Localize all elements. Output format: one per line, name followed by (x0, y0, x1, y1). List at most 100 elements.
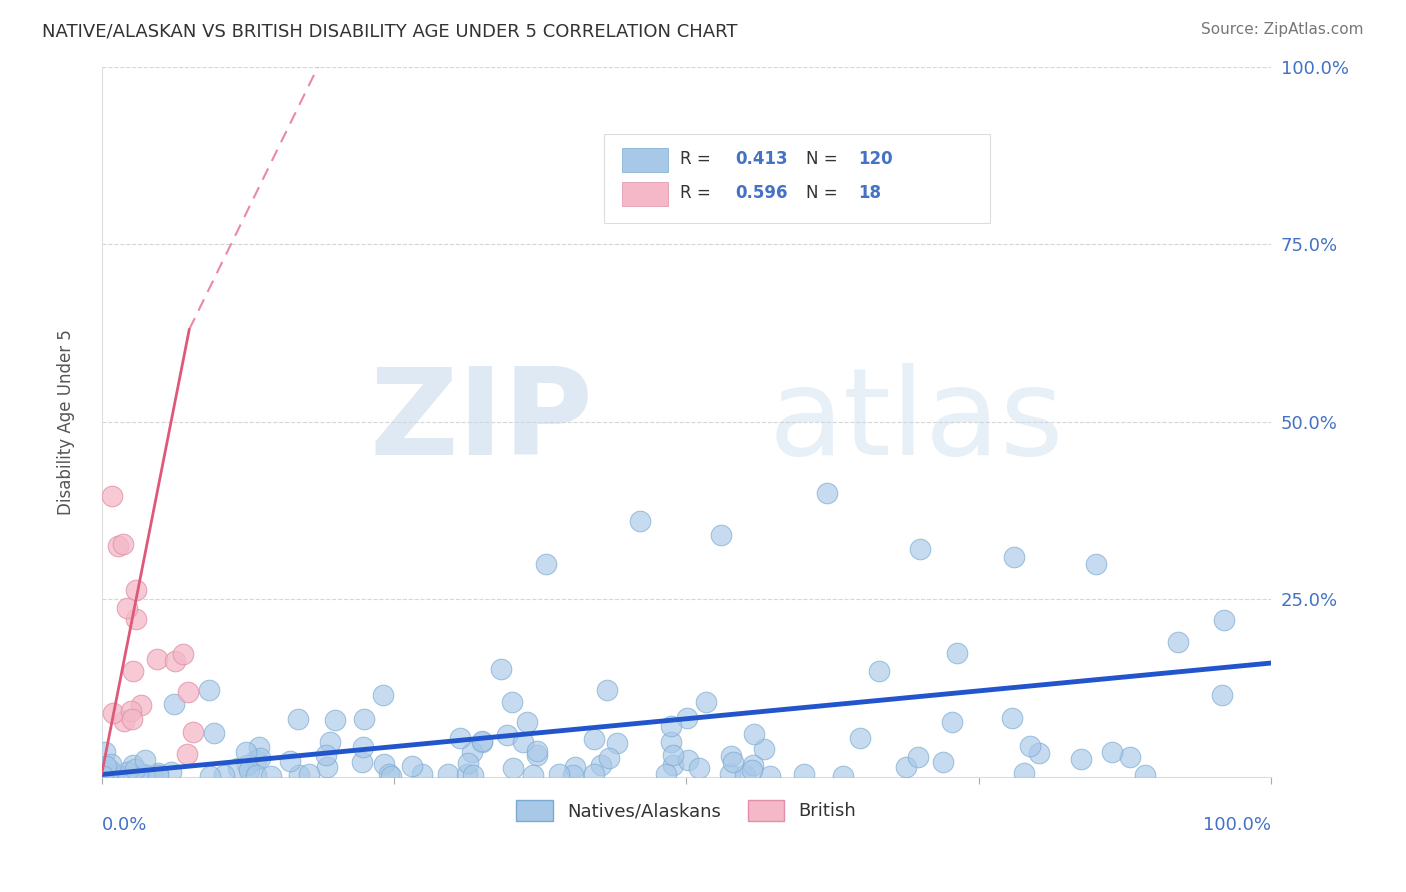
Point (91, 769, 114, 783)
Point (721, 755, 744, 769)
Point (134, 767, 156, 781)
Point (249, 751, 271, 765)
Point (117, 764, 139, 779)
Point (534, 557, 557, 571)
Point (526, 743, 548, 757)
Legend: Natives/Alaskans, British: Natives/Alaskans, British (509, 793, 863, 828)
Point (710, 528, 733, 542)
Point (121, 712, 143, 726)
Point (107, 539, 129, 553)
Point (659, 719, 682, 733)
Point (373, 688, 395, 702)
Point (134, 752, 156, 766)
Point (461, 768, 484, 782)
Point (752, 742, 775, 756)
Point (245, 767, 267, 781)
Point (1002, 549, 1025, 564)
Point (516, 714, 538, 729)
Point (163, 654, 186, 668)
Text: 18: 18 (858, 184, 882, 202)
Text: 100.0%: 100.0% (1204, 815, 1271, 834)
Point (411, 767, 433, 781)
Point (471, 735, 494, 749)
Point (662, 758, 685, 772)
Point (522, 768, 544, 782)
Point (238, 763, 260, 777)
Point (695, 695, 717, 709)
Text: 120: 120 (858, 150, 893, 168)
Point (457, 756, 479, 770)
Point (200, 769, 222, 783)
Point (1001, 711, 1024, 725)
Point (315, 747, 337, 762)
Point (125, 612, 148, 626)
Point (548, 766, 571, 780)
Point (461, 745, 484, 759)
Point (849, 731, 872, 745)
Point (489, 662, 512, 676)
FancyBboxPatch shape (621, 147, 668, 171)
Point (146, 768, 169, 782)
Text: NATIVE/ALASKAN VS BRITISH DISABILITY AGE UNDER 5 CORRELATION CHART: NATIVE/ALASKAN VS BRITISH DISABILITY AGE… (42, 22, 738, 40)
Point (373, 757, 395, 772)
Point (115, 769, 138, 783)
Point (353, 712, 375, 726)
Point (734, 768, 756, 782)
Point (561, 768, 583, 782)
Point (124, 762, 146, 776)
Point (1019, 739, 1042, 754)
Point (202, 726, 225, 740)
Point (932, 755, 955, 769)
Point (815, 485, 838, 500)
Point (90, 767, 112, 781)
Point (1101, 745, 1123, 759)
Point (98, 763, 121, 777)
FancyBboxPatch shape (605, 134, 990, 223)
Point (1028, 746, 1050, 760)
Point (138, 769, 160, 783)
Text: N =: N = (806, 184, 842, 202)
Point (297, 767, 319, 781)
Text: Source: ZipAtlas.com: Source: ZipAtlas.com (1201, 22, 1364, 37)
Point (896, 760, 918, 774)
Point (910, 542, 932, 557)
Point (1213, 614, 1236, 628)
Point (741, 758, 763, 772)
Point (115, 601, 138, 615)
Point (94, 746, 117, 760)
Text: N =: N = (806, 150, 842, 168)
Point (146, 652, 169, 666)
Point (662, 747, 685, 762)
Point (159, 765, 181, 780)
Point (793, 767, 815, 781)
Text: R =: R = (681, 184, 717, 202)
Point (583, 732, 606, 747)
Text: 0.0%: 0.0% (101, 815, 148, 834)
Point (112, 714, 135, 728)
Point (401, 759, 423, 773)
Point (449, 731, 471, 745)
FancyBboxPatch shape (621, 182, 668, 206)
Point (456, 767, 478, 781)
Point (907, 749, 929, 764)
Point (1211, 688, 1233, 702)
Point (742, 727, 765, 741)
Point (103, 766, 125, 780)
Point (101, 706, 124, 720)
Point (941, 715, 963, 730)
Point (100, 757, 122, 772)
Point (659, 735, 682, 749)
Point (132, 767, 155, 781)
Point (868, 664, 890, 678)
Point (163, 697, 186, 711)
Point (316, 760, 339, 774)
Point (352, 755, 374, 769)
Point (1084, 557, 1107, 571)
Point (655, 766, 678, 780)
Point (501, 695, 523, 709)
Point (678, 753, 700, 767)
Text: R =: R = (681, 150, 717, 168)
Point (378, 767, 401, 781)
Point (226, 761, 249, 775)
Point (496, 728, 519, 742)
